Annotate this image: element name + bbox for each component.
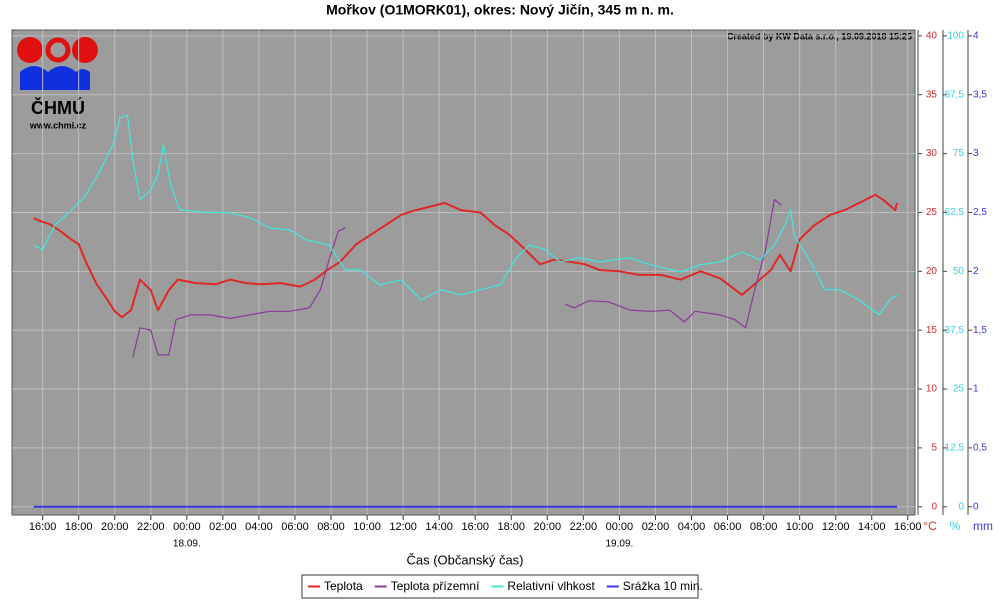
- y-tick-label: 100: [947, 31, 964, 42]
- y-tick-label: 87,5: [945, 89, 965, 100]
- y-tick-label: 50: [953, 266, 965, 277]
- x-tick-label: 02:00: [209, 521, 237, 533]
- logo-wave: [20, 66, 90, 90]
- y-tick-label: 2: [973, 266, 979, 277]
- axis-unit: mm: [973, 519, 993, 533]
- axis-unit: %: [950, 519, 961, 533]
- y-tick-label: 0,5: [973, 443, 987, 454]
- series-line: [132, 227, 346, 358]
- logo-circle: [72, 37, 98, 63]
- x-tick-label: 10:00: [786, 521, 814, 533]
- series-line: [33, 114, 898, 316]
- x-tick-label: 00:00: [606, 521, 634, 533]
- x-tick-label: 10:00: [353, 521, 381, 533]
- x-tick-label: 20:00: [101, 521, 129, 533]
- y-tick-label: 1,5: [973, 325, 987, 336]
- logo-circle: [17, 37, 43, 63]
- x-tick-label: 04:00: [245, 521, 273, 533]
- y-tick-label: 37,5: [945, 325, 965, 336]
- x-tick-label: 00:00: [173, 521, 201, 533]
- x-tick-label: 08:00: [317, 521, 345, 533]
- x-tick-label: 20:00: [534, 521, 562, 533]
- y-tick-label: 4: [973, 31, 979, 42]
- chart-title: Mořkov (O1MORK01), okres: Nový Jičín, 34…: [326, 2, 674, 18]
- series-line: [565, 198, 782, 329]
- y-tick-label: 5: [931, 443, 937, 454]
- legend-label: Teplota: [324, 579, 363, 593]
- x-tick-label: 22:00: [570, 521, 598, 533]
- x-tick-label: 08:00: [750, 521, 778, 533]
- y-tick-label: 25: [953, 384, 965, 395]
- legend-label: Relativní vlhkost: [507, 579, 595, 593]
- x-tick-label: 14:00: [858, 521, 886, 533]
- x-tick-label: 06:00: [714, 521, 742, 533]
- y-tick-label: 1: [973, 384, 979, 395]
- logo-url: www.chmi.cz: [29, 120, 87, 130]
- y-tick-label: 20: [926, 266, 938, 277]
- y-tick-label: 3: [973, 148, 979, 159]
- date-label: 19.09.: [606, 539, 634, 550]
- y-tick-label: 75: [953, 148, 965, 159]
- y-tick-label: 12,5: [945, 443, 965, 454]
- x-tick-label: 18:00: [65, 521, 93, 533]
- y-tick-label: 62,5: [945, 207, 965, 218]
- y-tick-label: 15: [926, 325, 938, 336]
- y-tick-label: 40: [926, 31, 938, 42]
- x-axis-label: Čas (Občanský čas): [406, 552, 523, 567]
- logo-ring: [45, 37, 71, 63]
- x-tick-label: 16:00: [461, 521, 489, 533]
- date-label: 18.09.: [173, 539, 201, 550]
- y-tick-label: 10: [926, 384, 938, 395]
- x-tick-label: 12:00: [822, 521, 850, 533]
- y-tick-label: 0: [931, 501, 937, 512]
- y-tick-label: 2,5: [973, 207, 987, 218]
- x-tick-label: 22:00: [137, 521, 165, 533]
- x-tick-label: 04:00: [678, 521, 706, 533]
- y-tick-label: 0: [973, 501, 979, 512]
- x-tick-label: 18:00: [497, 521, 525, 533]
- x-tick-label: 12:00: [389, 521, 417, 533]
- logo-name: ČHMÚ: [31, 97, 85, 118]
- axis-unit: °C: [923, 519, 937, 533]
- x-tick-label: 16:00: [29, 521, 57, 533]
- y-tick-label: 35: [926, 89, 938, 100]
- y-tick-label: 30: [926, 148, 938, 159]
- x-tick-label: 06:00: [281, 521, 309, 533]
- plot-area: [11, 29, 916, 516]
- x-tick-label: 02:00: [642, 521, 670, 533]
- y-tick-label: 0: [958, 501, 964, 512]
- y-tick-label: 3,5: [973, 89, 987, 100]
- legend-label: Srážka 10 min.: [623, 579, 703, 593]
- legend-label: Teplota přízemní: [391, 579, 480, 593]
- x-tick-label: 14:00: [425, 521, 453, 533]
- series-line: [33, 193, 898, 319]
- logo: ČHMÚ www.chmi.cz: [17, 37, 98, 130]
- x-tick-label: 16:00: [894, 521, 922, 533]
- y-tick-label: 25: [926, 207, 938, 218]
